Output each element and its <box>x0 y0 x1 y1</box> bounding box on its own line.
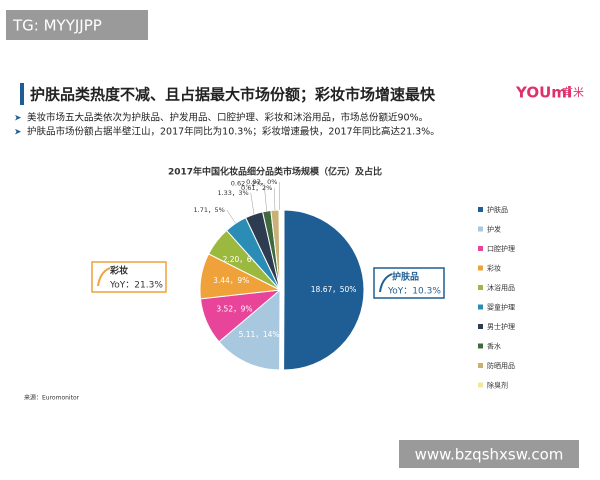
watermark: TG: MYYJJPP <box>12 17 102 35</box>
legend-label: 香水 <box>487 342 501 351</box>
source: 来源：Euromonitor <box>24 394 80 402</box>
data-label: 0.07，0% <box>246 178 277 186</box>
data-label: 3.44，9% <box>213 276 249 285</box>
data-label: 2.20，6% <box>223 255 259 264</box>
data-label: 3.52，9% <box>216 305 252 314</box>
data-label: 0.62，2% <box>231 179 262 187</box>
bullet: 护肤品市场份额占据半壁江山，2017年同比为10.3%；彩妆增速最快，2017年… <box>27 126 440 138</box>
pie-slice <box>218 288 281 371</box>
bullet: 美妆市场五大品类依次为护肤品、护发用品、口腔护理、彩妆和沐浴用品，市场总份额近9… <box>27 112 428 124</box>
callout-text: YoY：21.3% <box>109 281 163 291</box>
legend-label: 除臭剂 <box>487 381 508 390</box>
callout-text: YoY：10.3% <box>387 287 441 297</box>
slide-title: 护肤品类热度不减、且占据最大市场份额；彩妆市场增速最快 <box>30 86 436 104</box>
legend-label: 婴童护理 <box>487 303 515 312</box>
data-label: 1.71，5% <box>194 206 225 214</box>
legend-swatch <box>478 226 483 232</box>
bullet-marker: ➤ <box>14 128 22 138</box>
data-label: 1.33，3% <box>217 189 248 197</box>
data-label: 5.11，14% <box>239 330 280 339</box>
legend-swatch <box>478 285 483 290</box>
legend-label: 口腔护理 <box>487 244 515 253</box>
title-bar <box>20 83 24 105</box>
leader-line <box>226 209 236 224</box>
legend-swatch <box>478 304 483 310</box>
callout-label: 护肤品 <box>392 271 419 283</box>
pie: 18.67，50% 5.11，14% 3.52，9% 3.44，9% 2.20，6% 1.… <box>194 178 365 371</box>
data-label: 18.67，50% <box>311 285 357 294</box>
pie-slice <box>278 209 281 291</box>
legend-label: 彩妆 <box>487 264 501 273</box>
legend-swatch <box>478 246 483 251</box>
legend-swatch <box>478 343 483 349</box>
legend-swatch <box>478 265 483 271</box>
logo: YOUmi <box>515 84 572 102</box>
pie-slice <box>283 209 365 371</box>
legend-label: 护肤品 <box>487 205 508 214</box>
watermark: www.bzqshxsw.com <box>415 446 564 464</box>
legend-label: 男士护理 <box>487 322 515 331</box>
legend-label: 沐浴用品 <box>487 283 515 292</box>
chart-title: 2017年中国化妆品细分品类市场规模（亿元）及占比 <box>168 166 382 178</box>
watermark-box <box>6 10 148 40</box>
data-label: 0.61，2% <box>241 184 272 192</box>
callout-label: 彩妆 <box>109 265 128 277</box>
callout-arrow <box>97 267 111 287</box>
legend-swatch <box>478 363 483 368</box>
watermark-box <box>399 440 579 468</box>
callout-box <box>91 261 167 293</box>
legend-swatch <box>478 324 483 329</box>
logo-cn: 有米 <box>562 85 584 99</box>
legend-swatch <box>478 382 483 388</box>
callout-arrow <box>379 273 393 293</box>
legend-label: 护发 <box>487 225 501 234</box>
leader-line <box>263 183 267 212</box>
bullet-marker: ➤ <box>14 114 22 124</box>
legend-swatch <box>478 207 483 212</box>
callout-box <box>373 267 445 299</box>
leader-line <box>250 192 255 215</box>
legend-label: 防晒用品 <box>487 361 515 370</box>
leader-line <box>274 188 276 211</box>
